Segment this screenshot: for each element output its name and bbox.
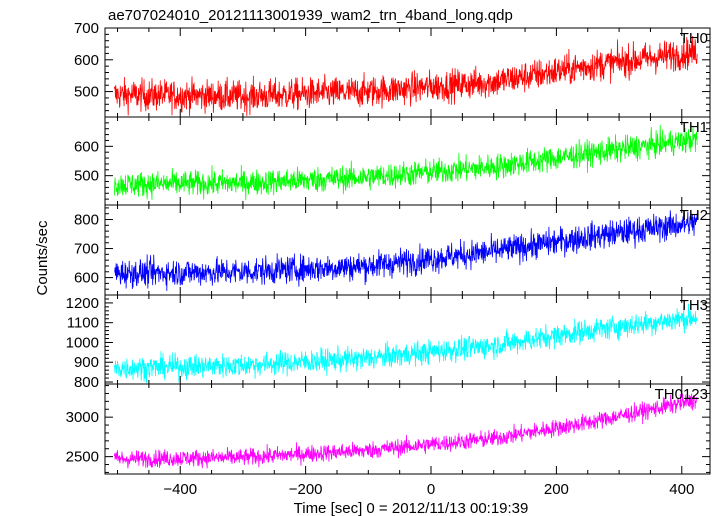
y-tick-label: 1000 (66, 334, 99, 351)
series-line-th3 (114, 303, 698, 384)
y-tick-label: 700 (74, 241, 99, 258)
y-tick-label: 2500 (66, 449, 99, 466)
x-axis-label: Time [sec] 0 = 2012/11/13 00:19:39 (294, 500, 529, 516)
series-line-th1 (114, 125, 698, 201)
panel-label-th3: TH3 (680, 297, 708, 314)
y-tick-label: 500 (74, 84, 99, 101)
series-line-th0 (114, 35, 698, 117)
series-line-th0123 (114, 393, 698, 469)
y-tick-label: 1200 (66, 295, 99, 312)
y-tick-label: 600 (74, 270, 99, 287)
panel-frame (104, 204, 711, 296)
panel-label-th1: TH1 (680, 119, 708, 136)
panel-label-th0: TH0 (680, 30, 708, 47)
y-axis-label: Counts/sec (34, 220, 51, 296)
y-tick-label: 800 (74, 374, 99, 391)
panel-th3: 800 900 1000 1100 1200 TH3 (66, 294, 711, 391)
x-tick-label: 400 (669, 481, 694, 498)
panel-th0: 500 600 700 TH0 (74, 20, 711, 118)
panel-label-th2: TH2 (680, 207, 708, 224)
y-tick-label: 600 (74, 52, 99, 69)
y-tick-label: 1100 (67, 315, 99, 332)
x-tick-label: −400 (163, 481, 197, 498)
panel-label-th0123: TH0123 (655, 386, 708, 403)
y-tick-label: 500 (74, 168, 99, 185)
y-tick-label: 800 (74, 212, 99, 229)
x-tick-label: 0 (427, 481, 435, 498)
panels-group: 500 600 700 TH0 500 600 TH1 600 700 800 TH2 800 900 1… (66, 20, 711, 498)
panel-th0123: 2500 3000 TH0123 (66, 383, 711, 475)
y-tick-label: 900 (74, 354, 99, 371)
x-tick-label: 200 (544, 481, 569, 498)
chart-title: ae707024010_20121113001939_wam2_trn_4ban… (108, 7, 513, 24)
panel-frame (104, 383, 711, 475)
y-tick-label: 3000 (66, 409, 99, 426)
x-tick-label: −200 (289, 481, 323, 498)
panel-th1: 500 600 TH1 (74, 116, 711, 206)
panel-frame (104, 116, 711, 206)
y-tick-label: 700 (74, 20, 99, 37)
panel-th2: 600 700 800 TH2 (74, 204, 711, 296)
y-tick-label: 600 (74, 138, 99, 155)
series-line-th2 (114, 210, 698, 291)
